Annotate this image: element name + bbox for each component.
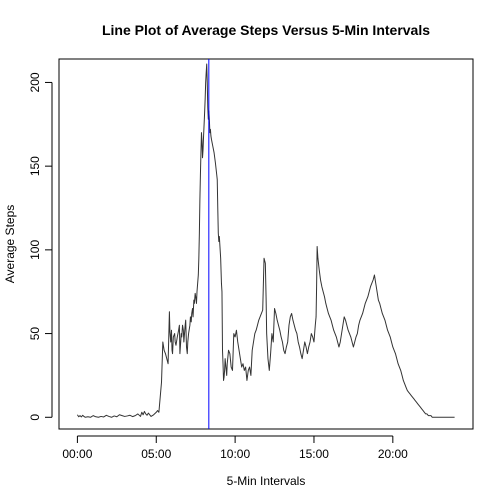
y-axis-label: Average Steps (3, 205, 17, 284)
y-tick-label-1: 50 (28, 327, 42, 341)
x-tick-label-1: 05:00 (141, 447, 171, 461)
y-tick-label-2: 100 (28, 240, 42, 260)
x-tick-label-4: 20:00 (378, 447, 408, 461)
series-line-0 (76, 63, 455, 418)
plot-area-border (58, 58, 474, 430)
x-tick-label-3: 15:00 (299, 447, 329, 461)
y-tick-label-0: 0 (28, 414, 42, 421)
x-tick-label-2: 10:00 (220, 447, 250, 461)
y-axis: 0 50 100 150 200 (28, 72, 53, 421)
plot-lines (76, 59, 455, 429)
x-axis-label: 5-Min Intervals (227, 474, 306, 488)
y-tick-label-3: 150 (28, 156, 42, 176)
y-tick-label-4: 200 (28, 72, 42, 92)
x-tick-label-0: 00:00 (62, 447, 92, 461)
chart-title: Line Plot of Average Steps Versus 5-Min … (102, 22, 430, 38)
x-axis: 00:00 05:00 10:00 15:00 20:00 (62, 435, 408, 461)
